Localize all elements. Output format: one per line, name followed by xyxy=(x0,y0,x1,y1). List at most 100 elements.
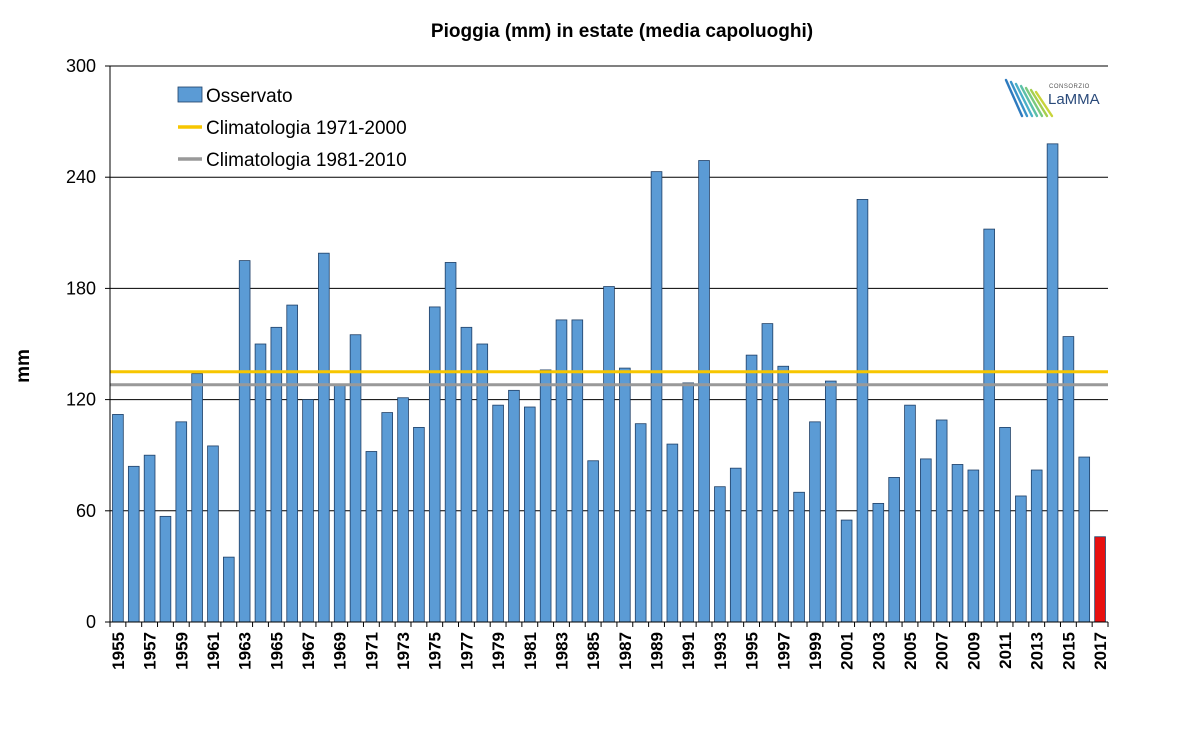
logo-stripe xyxy=(1009,80,1029,118)
logo-stripe xyxy=(1029,88,1049,118)
bar-2013 xyxy=(1030,469,1043,623)
bar-1990 xyxy=(666,443,679,623)
lamma-logo: CONSORZIO LaMMA xyxy=(1004,78,1100,118)
logo-small-text: CONSORZIO xyxy=(1049,84,1090,90)
y-tick-label-180: 180 xyxy=(66,278,96,298)
y-tick-label-300: 300 xyxy=(66,56,96,76)
y-axis-label: mm xyxy=(13,349,34,383)
x-tick-label-1975: 1975 xyxy=(426,632,445,670)
bar-1970 xyxy=(349,334,362,623)
bar-1997 xyxy=(777,365,790,623)
x-tick-label-1993: 1993 xyxy=(711,632,730,670)
bar-1983 xyxy=(555,319,568,623)
logo-stripe xyxy=(1014,82,1034,118)
chart-title: Pioggia (mm) in estate (media capoluoghi… xyxy=(431,21,813,42)
bar-1969 xyxy=(333,384,346,623)
x-tick-label-2011: 2011 xyxy=(996,632,1015,669)
bar-2006 xyxy=(920,458,932,623)
y-tick-label-60: 60 xyxy=(76,501,96,521)
y-tick-label-240: 240 xyxy=(66,167,96,187)
bar-1959 xyxy=(175,421,188,623)
bar-1987 xyxy=(619,367,631,623)
x-tick-label-2007: 2007 xyxy=(933,632,952,670)
x-tick-label-1991: 1991 xyxy=(679,632,698,670)
reference-lines xyxy=(110,370,1108,387)
x-tick-label-2003: 2003 xyxy=(869,632,888,670)
logo-stripes-icon xyxy=(1004,78,1054,118)
x-tick-label-1999: 1999 xyxy=(806,632,825,670)
legend: Osservato Climatologia 1971-2000 Climatolo… xyxy=(177,86,407,171)
bar-1986 xyxy=(603,286,615,623)
bar-1967 xyxy=(302,399,314,623)
x-tick-labels: 1955 1957 1959 1961 1963 1965 1967 1969 1971 1973… xyxy=(109,632,1110,670)
x-tick-label-1979: 1979 xyxy=(489,632,508,670)
bar-1982 xyxy=(539,369,552,623)
x-tick-label-1985: 1985 xyxy=(584,632,603,670)
bar-1992 xyxy=(698,160,710,623)
bar-2007 xyxy=(935,419,948,623)
bars xyxy=(112,143,1106,623)
logo-stripe xyxy=(1024,86,1044,118)
bar-2011 xyxy=(999,426,1011,623)
x-tick-label-2001: 2001 xyxy=(838,632,857,670)
bar-2014 xyxy=(1046,143,1059,623)
x-tick-label-1987: 1987 xyxy=(616,632,635,670)
bar-2017 xyxy=(1094,536,1106,623)
x-tick-label-1955: 1955 xyxy=(109,632,128,670)
y-tick-label-120: 120 xyxy=(66,390,96,410)
bar-1985 xyxy=(587,460,599,623)
axes xyxy=(105,65,1109,627)
bar-1975 xyxy=(428,306,441,623)
bar-1999 xyxy=(809,421,821,623)
bar-1995 xyxy=(745,354,758,623)
x-tick-label-2015: 2015 xyxy=(1059,632,1078,670)
bar-2002 xyxy=(856,199,869,623)
x-tick-label-2005: 2005 xyxy=(901,632,920,670)
logo-stripe xyxy=(1004,78,1024,118)
bar-1972 xyxy=(381,412,394,623)
x-tick-label-2013: 2013 xyxy=(1028,632,1047,670)
bar-2010 xyxy=(983,228,995,623)
bar-2008 xyxy=(951,464,964,623)
bar-1981 xyxy=(524,406,536,623)
bar-1963 xyxy=(238,260,251,623)
y-tick-label-0: 0 xyxy=(86,612,96,632)
bar-1994 xyxy=(729,467,742,623)
bar-1971 xyxy=(365,451,378,623)
bar-1960 xyxy=(191,373,203,623)
bar-2003 xyxy=(872,502,885,623)
x-tick-label-1961: 1961 xyxy=(204,632,223,670)
bar-1968 xyxy=(318,252,330,623)
bar-2004 xyxy=(888,477,900,623)
bar-1991 xyxy=(682,382,694,623)
bar-1973 xyxy=(397,397,409,623)
bar-1984 xyxy=(571,319,584,623)
legend-label-observed: Osservato xyxy=(206,86,293,107)
x-tick-label-1997: 1997 xyxy=(774,632,793,670)
bar-1993 xyxy=(714,486,726,623)
bar-1962 xyxy=(223,556,235,623)
bar-1996 xyxy=(761,323,774,623)
legend-swatch-observed xyxy=(177,86,203,103)
bar-1956 xyxy=(127,465,140,623)
bar-2000 xyxy=(824,380,837,623)
bar-2016 xyxy=(1078,456,1091,623)
x-tick-label-1963: 1963 xyxy=(236,632,255,670)
bar-1989 xyxy=(650,171,663,623)
legend-label-ref-1: Climatologia 1971-2000 xyxy=(206,118,407,139)
x-tick-label-2017: 2017 xyxy=(1091,632,1110,670)
bar-1957 xyxy=(143,454,156,623)
x-tick-label-1957: 1957 xyxy=(141,632,160,670)
bar-1998 xyxy=(793,491,805,623)
legend-label-ref-2: Climatologia 1981-2010 xyxy=(206,150,407,171)
bar-2012 xyxy=(1015,495,1027,623)
x-tick-label-1965: 1965 xyxy=(267,632,286,670)
logo-big-text: LaMMA xyxy=(1048,91,1100,108)
bar-1976 xyxy=(444,262,457,623)
x-tick-label-2009: 2009 xyxy=(964,632,983,670)
bar-2009 xyxy=(967,469,980,623)
bar-1958 xyxy=(159,515,172,623)
x-tick-label-1977: 1977 xyxy=(457,632,476,670)
bar-1979 xyxy=(492,404,504,623)
